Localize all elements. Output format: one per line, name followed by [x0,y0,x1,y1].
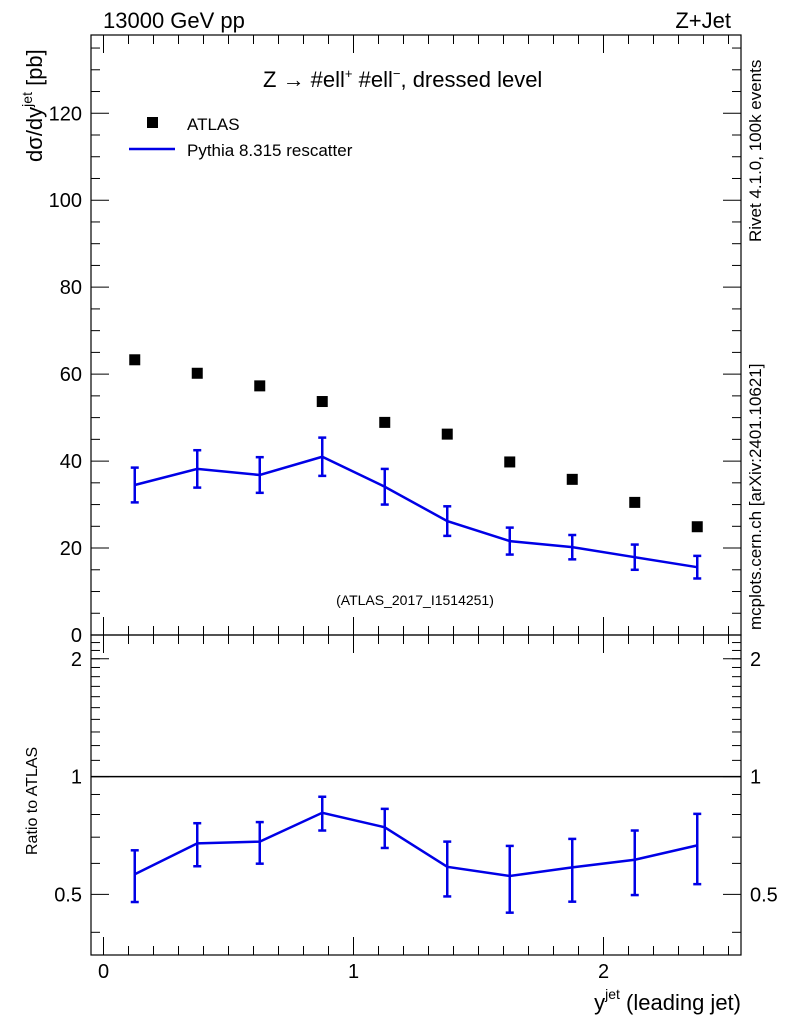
main-y-tick-label: 20 [60,538,82,560]
legend-atlas-label: ATLAS [187,115,240,134]
legend-pythia-label: Pythia 8.315 rescatter [187,141,353,160]
ratio-y-tick-label-left: 0.5 [54,884,82,906]
main-y-tick-label: 120 [49,103,82,125]
ratio-y-tick-label-right: 2 [750,649,761,671]
ratio-line [134,811,698,878]
main-panel: 0 20 40 60 80 100 120 Z → #ell+ #ell−, dressed… [19,34,742,647]
pythia-line [134,455,698,569]
ratio-y-axis-label: Ratio to ATLAS [24,747,41,855]
ratio-y-tick-labels: 0.5 0.5 1 1 2 2 [54,649,778,907]
ratio-x-ticks [103,635,729,955]
main-y-tick-label: 60 [60,364,82,386]
rivet-version-label: Rivet 4.1.0, 100k events [746,60,765,242]
atlas-data-point [129,354,141,366]
ratio-panel-frame [90,634,742,956]
atlas-data-point [379,416,391,428]
ratio-x-tick-labels: 0 1 2 [98,961,609,983]
atlas-data-point [316,396,328,408]
atlas-data-point [504,456,516,468]
main-data-layer [129,354,703,580]
ratio-y-tick-label-right: 0.5 [750,884,778,906]
x-tick-label: 0 [98,961,109,983]
atlas-data-point [254,380,266,392]
atlas-data-point [566,473,578,485]
legend-atlas-marker [147,117,158,128]
main-y-ticks [91,47,741,636]
atlas-data-point [441,428,453,440]
ratio-data-layer [91,775,741,914]
header-energy-label: 13000 GeV pp [103,8,245,33]
main-x-ticks [103,35,729,635]
atlas-data-point [191,367,203,379]
atlas-data-point [629,496,641,508]
mcplots-reference-label: mcplots.cern.ch [arXiv:2401.10621] [746,364,765,630]
main-y-tick-labels: 0 20 40 60 80 100 120 [49,103,82,647]
analysis-watermark: (ATLAS_2017_I1514251) [336,592,494,608]
main-y-axis-label: dσ/dyjet [pb] [19,49,47,162]
main-y-tick-label: 80 [60,277,82,299]
x-axis-label: yjet (leading jet) [594,986,741,1015]
ratio-y-tick-label-right: 1 [750,767,761,789]
ratio-y-tick-label-left: 2 [71,649,82,671]
ratio-y-ticks [91,642,741,933]
main-y-tick-label: 40 [60,451,82,473]
main-y-tick-label: 0 [71,625,82,647]
plot-title: Z → #ell+ #ell−, dressed level [263,66,542,92]
x-tick-label: 1 [348,961,359,983]
ratio-y-tick-label-left: 1 [71,767,82,789]
main-y-tick-label: 100 [49,190,82,212]
legend: ATLAS Pythia 8.315 rescatter [129,115,353,160]
x-tick-label: 2 [598,961,609,983]
ratio-panel: 0.5 0.5 1 1 2 2 0 1 2 Ratio to ATLAS yjet (lead… [24,634,778,1015]
header-process-label: Z+Jet [675,8,731,33]
atlas-data-point [691,521,703,533]
